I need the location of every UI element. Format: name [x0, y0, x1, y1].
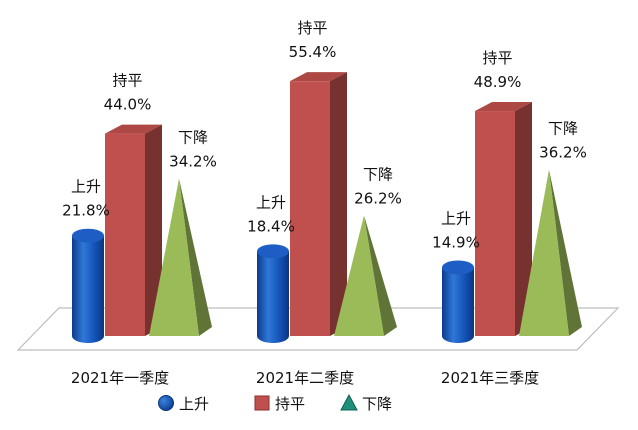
data-label-name: 上升 [441, 209, 471, 227]
data-label: 55.4% [289, 43, 337, 61]
bar-fall [149, 178, 212, 336]
data-label-name: 持平 [482, 49, 512, 67]
data-label: 21.8% [62, 202, 110, 220]
data-label-name: 下降 [548, 119, 578, 137]
bar-rise [442, 260, 474, 343]
bar-flat-front [290, 81, 330, 336]
data-label: 36.2% [539, 143, 587, 161]
legend-item: 持平 [254, 395, 305, 413]
bar-fall-side [549, 169, 582, 336]
category-label: 2021年一季度 [71, 369, 169, 387]
bar-fall [334, 215, 397, 336]
data-label: 14.9% [432, 233, 480, 251]
data-label: 18.4% [247, 217, 295, 235]
bar-rise-top [72, 228, 104, 243]
data-label: 44.0% [104, 96, 152, 114]
bar-fall-side [179, 178, 212, 336]
bar-fall-front [149, 178, 199, 336]
bar-flat-top [475, 102, 532, 112]
bar-rise-top [442, 260, 474, 275]
legend-label: 下降 [362, 395, 392, 413]
legend-item: 下降 [340, 393, 392, 413]
bar-flat-front [105, 133, 145, 336]
bar-flat [105, 124, 162, 336]
bar-rise-body [442, 267, 474, 343]
bar-flat-side [515, 102, 532, 336]
bar-flat [290, 72, 347, 336]
bar-flat-side [145, 124, 162, 336]
data-label-name: 持平 [112, 72, 142, 90]
category-label: 2021年二季度 [256, 369, 354, 387]
bar-rise-body [72, 235, 104, 343]
data-label: 26.2% [354, 189, 402, 207]
legend-circle-icon [158, 395, 174, 411]
legend-label: 持平 [275, 395, 305, 413]
bar-fall-front [334, 215, 384, 336]
data-label-name: 下降 [178, 129, 208, 147]
category-label: 2021年三季度 [441, 369, 539, 387]
legend-item: 上升 [158, 395, 209, 413]
data-label-name: 持平 [297, 19, 327, 37]
bar-flat [475, 102, 532, 336]
bar-rise [257, 244, 289, 343]
bar-fall-side [364, 215, 397, 336]
data-label: 48.9% [474, 73, 522, 91]
bar-flat-top [290, 72, 347, 82]
bar-fall-front [519, 169, 569, 336]
bar-flat-side [330, 72, 347, 336]
data-label-name: 上升 [256, 193, 286, 211]
data-label-name: 下降 [363, 165, 393, 183]
legend-square-icon [254, 395, 270, 411]
legend: 上升 持平 下降 [158, 393, 392, 413]
bar-flat-front [475, 111, 515, 336]
bar-rise [72, 228, 104, 343]
bar-rise-body [257, 251, 289, 343]
legend-label: 上升 [179, 395, 209, 413]
data-label-name: 上升 [71, 178, 101, 196]
bar-fall [519, 169, 582, 336]
data-label: 34.2% [169, 153, 217, 171]
bar-flat-top [105, 124, 162, 134]
legend-triangle-icon [340, 393, 358, 411]
bar-rise-top [257, 244, 289, 259]
